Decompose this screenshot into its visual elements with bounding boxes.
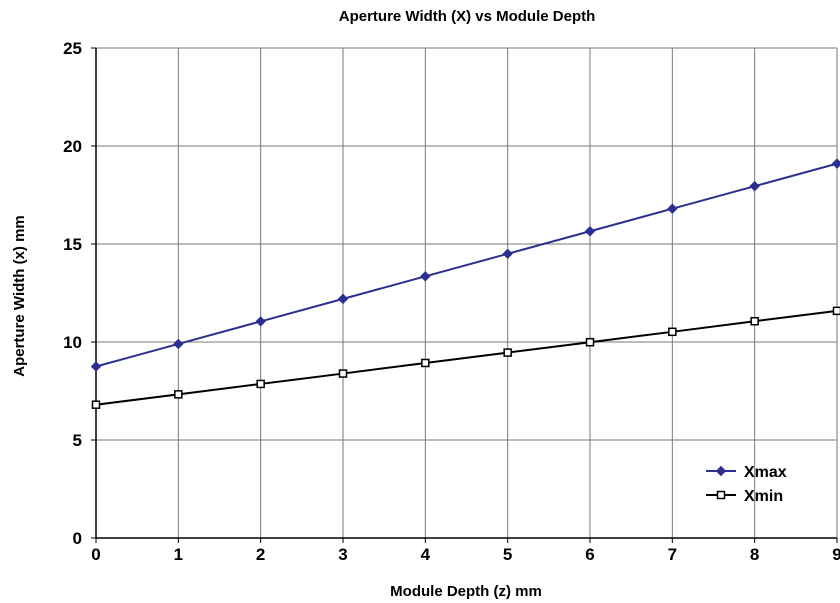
series [90, 158, 840, 409]
x-tick-label: 7 [668, 545, 677, 564]
legend-label-xmin: Xmin [744, 488, 783, 505]
y-tick-label: 5 [73, 431, 82, 450]
grid-lines [96, 47, 838, 538]
x-axis-label: Module Depth (z) mm [390, 583, 542, 600]
data-point-xmax [502, 248, 513, 260]
legend: Xmax Xmin [706, 464, 787, 505]
y-tick-label: 15 [63, 235, 82, 254]
x-tick-label: 2 [256, 545, 265, 564]
y-tick-label: 20 [63, 137, 82, 156]
x-tick-label: 4 [421, 545, 431, 564]
data-point-xmax [667, 203, 678, 214]
data-point-xmax [749, 180, 760, 192]
data-point-xmax [90, 361, 102, 372]
data-point-xmax [831, 158, 840, 169]
data-point-xmin [421, 358, 430, 368]
legend-label-xmax: Xmax [744, 464, 787, 481]
y-tick-label: 25 [63, 39, 82, 58]
series-xmin [91, 306, 840, 409]
tick-labels: 0 1 2 3 4 5 6 7 8 9 0 5 10 15 20 25 [63, 39, 840, 564]
x-tick-label: 1 [174, 545, 183, 564]
legend-item-xmin: Xmin [706, 488, 783, 505]
data-point-xmin [585, 337, 595, 347]
data-point-xmax [255, 316, 266, 327]
data-point-xmin [91, 400, 101, 409]
series-line-xmax [95, 162, 838, 368]
x-tick-label: 8 [750, 545, 759, 564]
y-tick-label: 10 [63, 333, 82, 352]
x-tick-label: 3 [338, 545, 347, 564]
x-tick-label: 5 [503, 545, 512, 564]
data-point-xmin [503, 348, 512, 357]
data-point-xmin [174, 390, 183, 399]
data-point-xmin [338, 369, 348, 378]
series-xmax [90, 158, 840, 372]
legend-item-xmax: Xmax [706, 464, 787, 481]
y-tick-label: 0 [73, 529, 82, 548]
x-tick-label: 9 [832, 545, 840, 564]
data-point-xmax [420, 271, 431, 282]
chart-title: Aperture Width (X) vs Module Depth [339, 8, 596, 25]
data-point-xmax [337, 293, 349, 305]
data-point-xmin [750, 316, 759, 326]
x-tick-label: 0 [91, 545, 100, 564]
data-point-xmin [832, 306, 840, 316]
legend-marker-xmin [716, 490, 726, 500]
y-axis-label: Aperture Width (x) mm [11, 215, 28, 377]
axes [95, 48, 837, 539]
data-point-xmin [256, 379, 265, 389]
data-point-xmin [668, 327, 677, 337]
data-point-xmax [584, 226, 596, 237]
x-tick-label: 6 [585, 545, 594, 564]
series-line-xmin [95, 309, 838, 406]
data-point-xmax [173, 338, 184, 350]
legend-marker-xmax [715, 465, 727, 477]
